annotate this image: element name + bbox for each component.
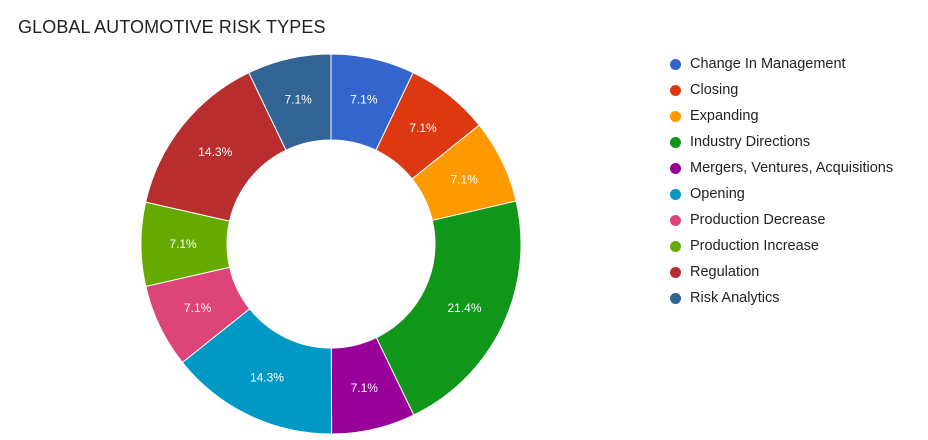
legend-item[interactable]: Mergers, Ventures, Acquisitions: [670, 155, 893, 181]
legend-swatch-icon: [670, 136, 681, 148]
slice-label: 21.4%: [448, 301, 482, 315]
legend-item[interactable]: Risk Analytics: [670, 285, 893, 311]
legend-label: Opening: [690, 186, 745, 202]
legend-label: Industry Directions: [690, 134, 811, 150]
slice-label: 7.1%: [350, 93, 378, 107]
legend-label: Expanding: [690, 108, 759, 124]
legend-label: Closing: [690, 82, 739, 98]
legend-item[interactable]: Expanding: [670, 103, 893, 129]
legend-item[interactable]: Production Increase: [670, 233, 893, 259]
legend-label: Mergers, Ventures, Acquisitions: [690, 160, 894, 176]
legend-item[interactable]: Production Decrease: [670, 207, 893, 233]
legend-label: Regulation: [690, 264, 760, 280]
legend-swatch-icon: [670, 162, 681, 174]
slice-label: 14.3%: [198, 145, 232, 159]
legend: Change In Management Closing Expanding Indu…: [670, 51, 893, 311]
slice-label: 7.1%: [450, 172, 478, 186]
slice-label: 14.3%: [250, 370, 284, 384]
legend-swatch-icon: [670, 214, 681, 226]
slice-risk-analytics[interactable]: [248, 53, 332, 151]
legend-swatch-icon: [670, 58, 681, 70]
slice-label: 7.1%: [351, 381, 379, 395]
legend-item[interactable]: Change In Management: [670, 51, 893, 77]
legend-item[interactable]: Regulation: [670, 259, 893, 285]
legend-label: Production Decrease: [690, 212, 826, 228]
legend-label: Risk Analytics: [690, 290, 780, 306]
slice-label: 7.1%: [284, 93, 312, 107]
legend-label: Production Increase: [690, 238, 819, 254]
legend-item[interactable]: Closing: [670, 77, 893, 103]
legend-item[interactable]: Industry Directions: [670, 129, 893, 155]
donut-slice-labels: 7.1% 7.1% 7.1% 21.4% 7.1% 14.3% 7.1% 7.1% 14.3% 7…: [169, 93, 482, 396]
chart-title: GLOBAL AUTOMOTIVE RISK TYPES: [18, 17, 326, 37]
legend-swatch-icon: [670, 292, 681, 304]
slice-label: 7.1%: [184, 301, 212, 315]
slice-label: 7.1%: [409, 121, 437, 135]
donut-chart: 7.1% 7.1% 7.1% 21.4% 7.1% 14.3% 7.1% 7.1% 14.3% 7…: [140, 53, 522, 435]
legend-item[interactable]: Opening: [670, 181, 893, 207]
donut-slices: [140, 53, 522, 435]
legend-swatch-icon: [670, 188, 681, 200]
slice-industry-directions[interactable]: [375, 200, 522, 416]
legend-swatch-icon: [670, 240, 681, 252]
legend-swatch-icon: [670, 84, 681, 96]
legend-swatch-icon: [670, 266, 681, 278]
legend-swatch-icon: [670, 110, 681, 122]
slice-label: 7.1%: [169, 237, 197, 251]
legend-label: Change In Management: [690, 56, 846, 72]
